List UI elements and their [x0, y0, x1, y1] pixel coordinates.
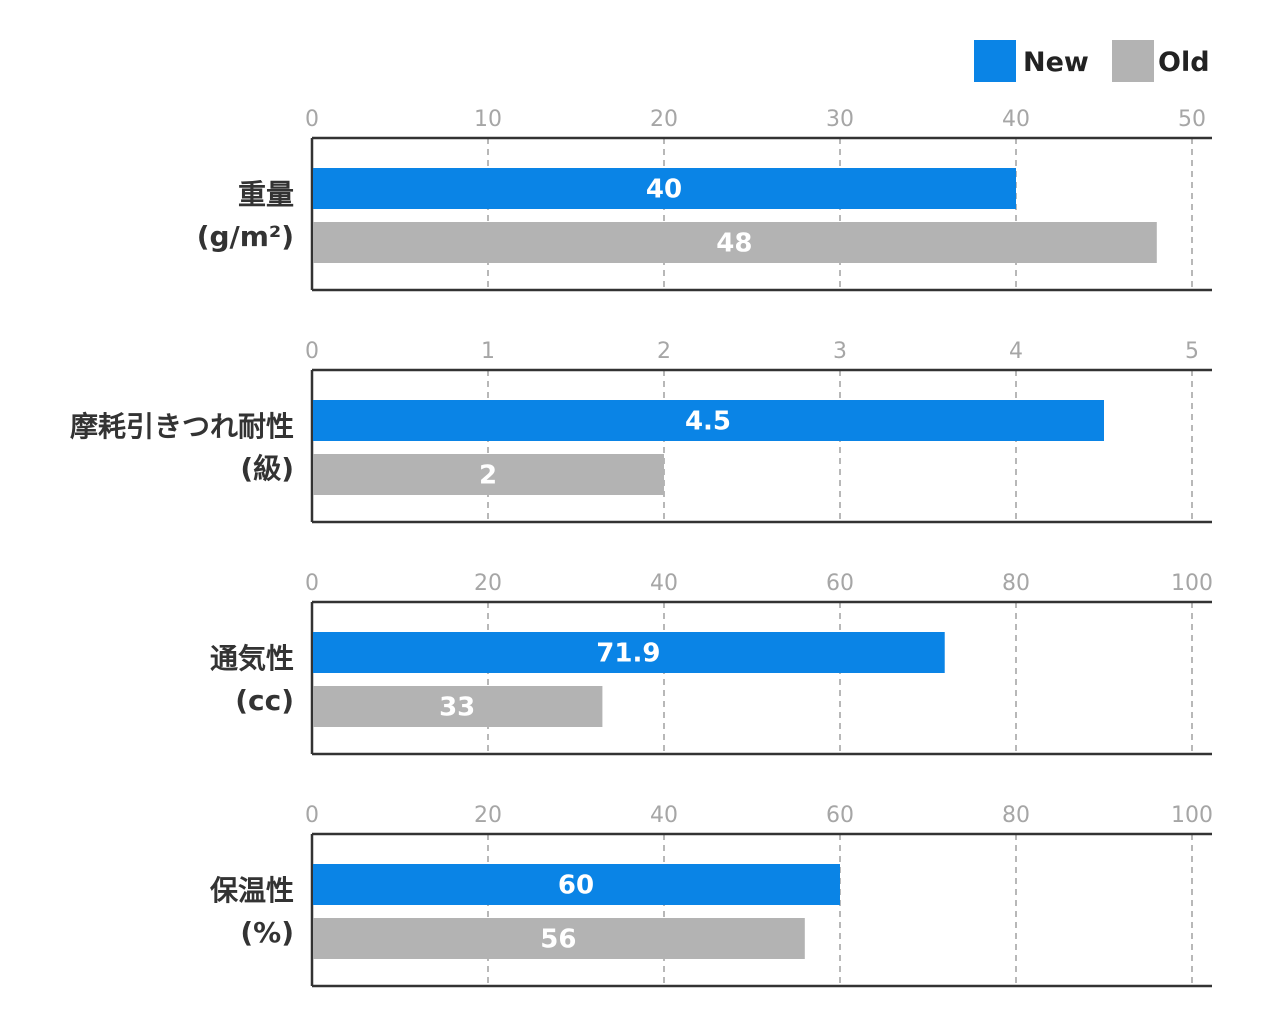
panel-3: 0 20 40 60 80 100 通気性 (cc) 71.9 33 [210, 571, 1213, 756]
bar-new [313, 168, 1016, 209]
bar-old [313, 222, 1157, 263]
category-label: 通気性 [210, 642, 294, 675]
x-tick-label: 20 [650, 107, 678, 132]
bar-new [313, 632, 945, 673]
x-tick-label: 100 [1171, 571, 1213, 596]
x-tick-label: 100 [1171, 803, 1213, 828]
legend: New Old [974, 40, 1210, 82]
x-tick-label: 20 [474, 803, 502, 828]
x-tick-label: 30 [826, 107, 854, 132]
panel-1: 0 10 20 30 40 50 重量 (g/m²) 40 48 [197, 107, 1212, 292]
data-label-old: 33 [439, 693, 475, 723]
data-label-old: 48 [716, 229, 752, 259]
x-tick-label: 3 [833, 339, 847, 364]
data-label-new: 60 [558, 871, 594, 901]
panel-2: 0 1 2 3 4 5 摩耗引きつれ耐性 (級) 4.5 2 [70, 339, 1212, 524]
legend-label-old: Old [1158, 47, 1210, 78]
category-label: 保温性 [210, 874, 294, 907]
x-tick-label: 40 [650, 571, 678, 596]
panel-4: 0 20 40 60 80 100 保温性 (%) 60 56 [210, 803, 1213, 988]
data-label-new: 71.9 [596, 639, 660, 669]
x-tick-label: 40 [1002, 107, 1030, 132]
x-tick-label: 0 [305, 107, 319, 132]
legend-swatch-old [1112, 40, 1154, 82]
category-label: 摩耗引きつれ耐性 [70, 410, 294, 443]
category-unit-label: (g/m²) [197, 220, 294, 253]
bar-old [313, 686, 603, 727]
x-tick-label: 10 [474, 107, 502, 132]
data-label-new: 40 [646, 175, 682, 205]
category-label: 重量 [238, 178, 294, 211]
x-tick-label: 20 [474, 571, 502, 596]
x-tick-label: 0 [305, 571, 319, 596]
x-tick-label: 80 [1002, 571, 1030, 596]
category-unit-label: (級) [240, 452, 294, 485]
category-unit-label: (cc) [235, 684, 294, 717]
x-tick-label: 1 [481, 339, 495, 364]
x-tick-label: 0 [305, 339, 319, 364]
x-tick-label: 4 [1009, 339, 1023, 364]
bar-old [313, 454, 664, 495]
x-tick-label: 60 [826, 571, 854, 596]
x-tick-label: 5 [1185, 339, 1199, 364]
data-label-old: 2 [479, 461, 497, 491]
x-tick-label: 2 [657, 339, 671, 364]
x-tick-label: 60 [826, 803, 854, 828]
legend-label-new: New [1023, 47, 1089, 78]
x-tick-label: 40 [650, 803, 678, 828]
bar-old [313, 918, 805, 959]
x-tick-label: 50 [1178, 107, 1206, 132]
x-tick-label: 80 [1002, 803, 1030, 828]
data-label-old: 56 [540, 925, 576, 955]
bar-new [313, 864, 840, 905]
legend-swatch-new [974, 40, 1016, 82]
category-unit-label: (%) [240, 916, 294, 949]
data-label-new: 4.5 [685, 407, 731, 437]
x-tick-label: 0 [305, 803, 319, 828]
bar-new [313, 400, 1104, 441]
